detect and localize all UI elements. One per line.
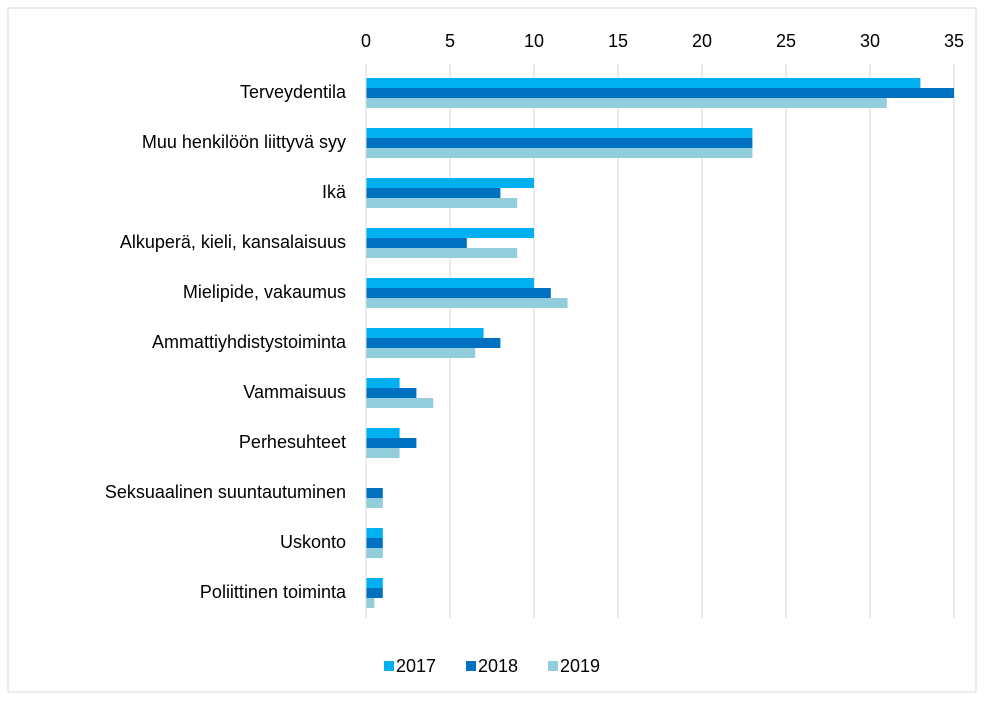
bar: [366, 398, 434, 408]
bar: [366, 238, 467, 248]
y-tick-label: Terveydentila: [240, 82, 347, 102]
legend-label: 2019: [560, 656, 600, 676]
bar: [366, 288, 551, 298]
bar: [366, 188, 501, 198]
bar: [366, 148, 753, 158]
y-tick-label: Mielipide, vakaumus: [183, 282, 346, 302]
bar: [366, 448, 400, 458]
bar: [366, 528, 383, 538]
y-tick-label: Muu henkilöön liittyvä syy: [142, 132, 346, 152]
legend-swatch: [466, 661, 476, 671]
x-tick-label: 10: [524, 31, 544, 51]
bar: [366, 138, 753, 148]
bar: [366, 538, 383, 548]
y-tick-label: Ammattiyhdistystoiminta: [152, 332, 347, 352]
bar: [366, 438, 417, 448]
x-tick-label: 0: [361, 31, 371, 51]
bar: [366, 78, 921, 88]
bar: [366, 298, 568, 308]
y-tick-label: Ikä: [322, 182, 347, 202]
x-tick-label: 30: [860, 31, 880, 51]
legend-swatch: [548, 661, 558, 671]
x-tick-label: 20: [692, 31, 712, 51]
y-tick-label: Uskonto: [280, 532, 346, 552]
x-tick-label: 35: [944, 31, 964, 51]
bar: [366, 428, 400, 438]
bar: [366, 388, 417, 398]
bar: [366, 488, 383, 498]
bar: [366, 228, 534, 238]
bar: [366, 88, 954, 98]
legend-label: 2018: [478, 656, 518, 676]
bar: [366, 198, 518, 208]
y-tick-label: Perhesuhteet: [239, 432, 346, 452]
legend-label: 2017: [396, 656, 436, 676]
y-tick-label: Seksuaalinen suuntautuminen: [105, 482, 346, 502]
bar: [366, 378, 400, 388]
bar: [366, 598, 375, 608]
y-tick-label: Vammaisuus: [243, 382, 346, 402]
bar: [366, 128, 753, 138]
bar: [366, 588, 383, 598]
bar: [366, 548, 383, 558]
x-tick-label: 15: [608, 31, 628, 51]
y-tick-label: Alkuperä, kieli, kansalaisuus: [120, 232, 346, 252]
bar: [366, 178, 534, 188]
bar: [366, 278, 534, 288]
bar: [366, 328, 484, 338]
bar: [366, 348, 476, 358]
bar: [366, 498, 383, 508]
legend-swatch: [384, 661, 394, 671]
bar: [366, 98, 887, 108]
y-tick-label: Poliittinen toiminta: [200, 582, 347, 602]
bar: [366, 248, 518, 258]
x-tick-label: 25: [776, 31, 796, 51]
bar: [366, 578, 383, 588]
x-tick-label: 5: [445, 31, 455, 51]
chart-border: [7, 7, 977, 693]
bar: [366, 338, 501, 348]
